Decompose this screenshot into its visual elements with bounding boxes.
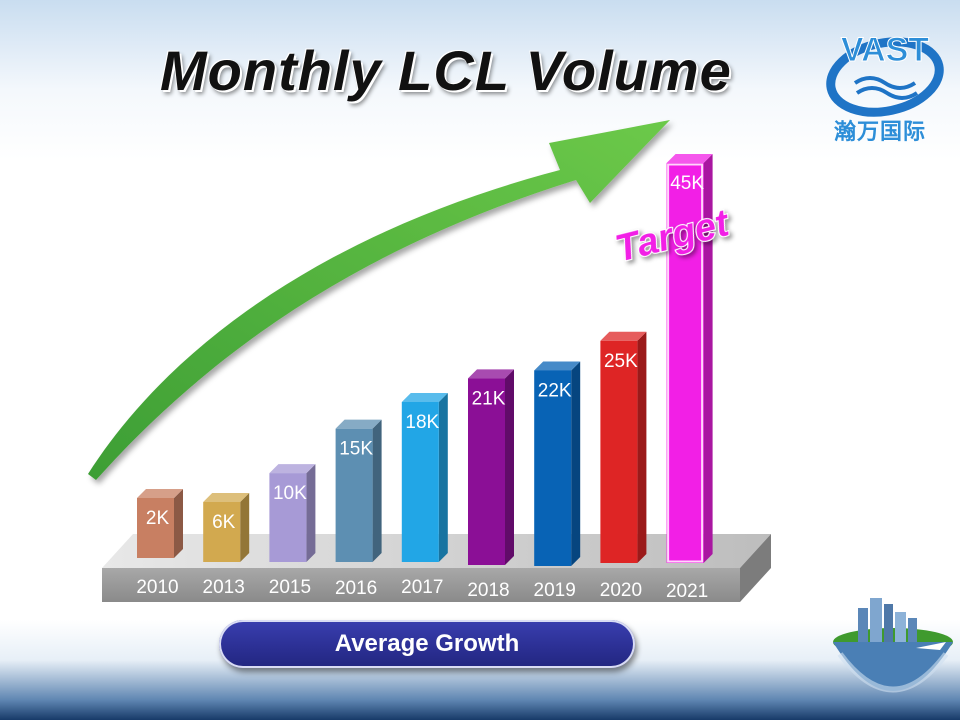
bar-top	[269, 464, 316, 474]
x-tick-label: 2019	[534, 580, 576, 601]
average-growth-button[interactable]: Average Growth	[219, 620, 635, 668]
value-label: 21K	[472, 388, 506, 409]
x-tick-label: 2020	[600, 580, 642, 601]
bar-front	[401, 402, 439, 562]
year-labels-group: 2010 2013 2015 2016 2017 2018 2019 2020 2021	[136, 577, 708, 602]
bar-front	[203, 502, 241, 562]
x-tick-label: 2021	[666, 581, 708, 602]
vast-logo-icon: VAST	[826, 31, 944, 117]
bar-side	[571, 361, 581, 566]
value-labels-group: 2K 6K 10K 15K 18K 21K 22K 25K 45K	[146, 173, 704, 533]
bars-group	[137, 154, 713, 566]
bar-side	[174, 489, 183, 558]
bar-side	[637, 331, 647, 563]
bar-top	[137, 489, 183, 498]
x-tick-label: 2016	[335, 578, 377, 599]
bar	[401, 393, 448, 562]
value-label: 25K	[604, 351, 638, 372]
value-label: 45K	[670, 173, 704, 194]
x-tick-label: 2018	[467, 580, 509, 601]
average-growth-label: Average Growth	[334, 630, 520, 657]
value-label: 15K	[339, 439, 373, 460]
bar	[137, 489, 183, 558]
globe-city-icon	[833, 598, 953, 693]
bar-front	[600, 340, 638, 563]
value-label: 10K	[273, 483, 307, 504]
bar-top	[203, 493, 250, 502]
x-tick-label: 2017	[401, 577, 443, 598]
x-tick-label: 2010	[136, 577, 178, 598]
bar	[269, 464, 316, 562]
bar-side	[306, 464, 316, 562]
bar-top	[335, 419, 382, 429]
bar-side	[505, 369, 514, 565]
page-title: Monthly LCL Volume	[160, 39, 732, 102]
bar-front	[137, 498, 174, 558]
bar-front	[468, 378, 505, 565]
bar-side	[438, 393, 448, 562]
bar-side	[703, 154, 713, 563]
bar	[600, 331, 647, 563]
bar-front	[269, 473, 307, 562]
x-tick-label: 2015	[269, 577, 311, 598]
bar-top	[468, 369, 514, 379]
logo-brand-text: VAST	[841, 31, 929, 69]
bar	[335, 419, 382, 562]
bar	[203, 493, 250, 562]
bar	[666, 154, 713, 563]
x-tick-label: 2013	[203, 577, 245, 598]
bar-front	[335, 428, 373, 562]
bar-front	[534, 370, 572, 566]
bar-top	[534, 361, 581, 371]
bar-top	[666, 154, 713, 163]
bar-side	[240, 493, 250, 562]
value-label: 18K	[405, 412, 439, 433]
bar	[468, 369, 514, 565]
value-label: 2K	[146, 508, 170, 529]
logo-chinese-name: 瀚万国际	[834, 120, 927, 145]
bar	[534, 361, 581, 566]
bar-side	[372, 419, 382, 562]
value-label: 22K	[538, 380, 572, 401]
bar-top	[401, 393, 448, 402]
trend-arrow	[88, 120, 670, 480]
value-label: 6K	[212, 512, 236, 533]
bar-front	[666, 163, 704, 563]
bar-top	[600, 331, 647, 341]
